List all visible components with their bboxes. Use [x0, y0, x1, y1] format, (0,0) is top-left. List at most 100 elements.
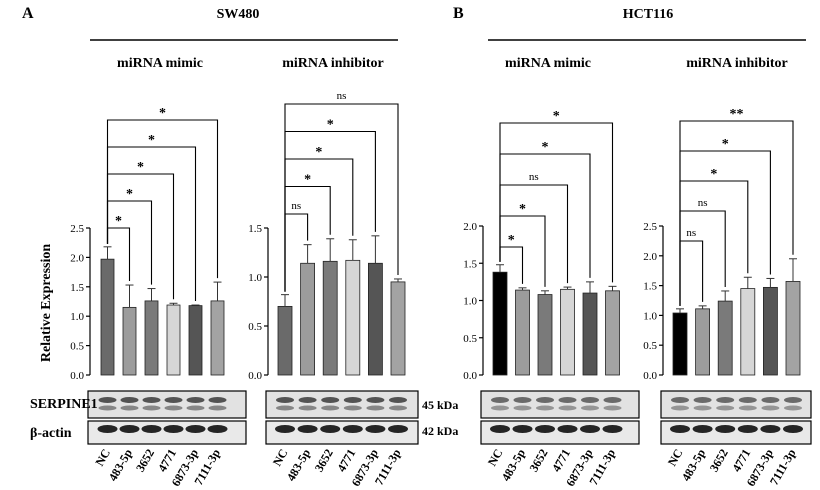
band	[321, 405, 340, 411]
significance-label: **	[730, 107, 744, 122]
band	[558, 405, 577, 411]
significance-label: ns	[686, 227, 696, 239]
band	[535, 425, 555, 433]
significance-label: *	[519, 202, 526, 217]
bar	[492, 271, 508, 376]
band	[491, 397, 509, 403]
chart-title-a-mimic: miRNA mimic	[117, 56, 203, 71]
bar	[515, 289, 530, 376]
band	[365, 425, 386, 433]
serpine1-blot	[480, 390, 640, 419]
band	[670, 425, 690, 433]
band	[693, 397, 712, 403]
band	[738, 405, 757, 411]
significance-bracket	[499, 122, 614, 283]
bar	[188, 305, 203, 376]
bar	[300, 262, 316, 376]
category-label: 483-5p	[679, 446, 709, 483]
band	[716, 397, 735, 403]
cell-line-sw480: SW480	[217, 7, 260, 22]
band	[97, 425, 118, 433]
band	[389, 397, 407, 403]
band	[321, 397, 340, 403]
significance-bracket	[106, 173, 175, 300]
y-tick-label: 2.0	[463, 221, 477, 233]
category-label: 3652	[526, 447, 550, 475]
cell-line-hct116: HCT116	[623, 7, 674, 22]
category-label: NC	[485, 447, 506, 469]
panel-letter-a: A	[22, 5, 34, 22]
y-tick-label: 1.0	[643, 310, 657, 322]
kda-label-45: 45 kDa	[422, 398, 458, 412]
band	[141, 425, 162, 433]
bar	[166, 304, 181, 376]
band	[163, 425, 184, 433]
band	[603, 397, 622, 403]
band	[119, 425, 140, 433]
chart-sw480-mimic: 0.0 0.5 1.0 1.5 2.0 2.5 * * * * *	[70, 106, 225, 382]
significance-label: ns	[529, 171, 539, 183]
significance-label: *	[115, 214, 122, 229]
significance-label: *	[553, 109, 560, 124]
y-tick-label: 0.5	[643, 340, 657, 352]
band	[208, 405, 227, 411]
band	[715, 425, 736, 433]
significance-label: ns	[698, 197, 708, 209]
significance-label: *	[126, 187, 133, 202]
band	[602, 425, 623, 433]
band	[320, 425, 341, 433]
band	[536, 397, 554, 403]
band	[164, 397, 183, 403]
chart-sw480-inhibitor: 0.00.51.01.5ns***ns	[248, 90, 406, 382]
significance-label: *	[315, 145, 322, 160]
y-tick-label: 1.5	[463, 258, 477, 270]
band	[558, 397, 577, 403]
band	[297, 425, 318, 433]
bar	[740, 288, 756, 376]
band	[366, 397, 385, 403]
significance-label: *	[304, 173, 311, 188]
chart-title-b-mimic: miRNA mimic	[505, 56, 591, 71]
y-tick-label: 1.5	[70, 282, 84, 294]
y-tick-label: 1.0	[463, 296, 477, 308]
significance-label: *	[159, 106, 166, 121]
significance-label: *	[148, 133, 155, 148]
band	[491, 405, 509, 411]
significance-bracket	[679, 180, 749, 306]
band	[120, 397, 139, 403]
band	[98, 405, 117, 411]
band	[557, 425, 578, 433]
blot-label-beta-actin: β-actin	[30, 426, 72, 441]
y-tick-label: 0.5	[70, 341, 84, 353]
significance-label: *	[542, 140, 549, 155]
panel-letter-b: B	[453, 5, 464, 22]
significance-label: *	[722, 137, 729, 152]
band	[342, 425, 363, 433]
band	[761, 405, 780, 411]
significance-bracket	[284, 158, 354, 292]
y-tick-label: 0.5	[463, 333, 477, 345]
bar	[785, 281, 801, 376]
band	[142, 397, 161, 403]
bar	[390, 281, 406, 376]
band	[298, 397, 317, 403]
band	[581, 397, 599, 403]
band	[784, 405, 802, 411]
bar	[560, 288, 575, 376]
western-blots	[87, 390, 812, 445]
bar	[763, 286, 778, 376]
bar	[122, 306, 137, 376]
band	[186, 405, 205, 411]
band	[783, 425, 803, 433]
category-label: 3652	[133, 447, 157, 475]
band	[343, 405, 362, 411]
band	[513, 397, 532, 403]
category-label: 483-5p	[499, 446, 529, 483]
y-tick-label: 0.0	[463, 370, 477, 382]
band	[784, 397, 802, 403]
band	[671, 405, 689, 411]
category-label: NC	[92, 447, 113, 469]
band	[298, 405, 317, 411]
band	[186, 397, 205, 403]
